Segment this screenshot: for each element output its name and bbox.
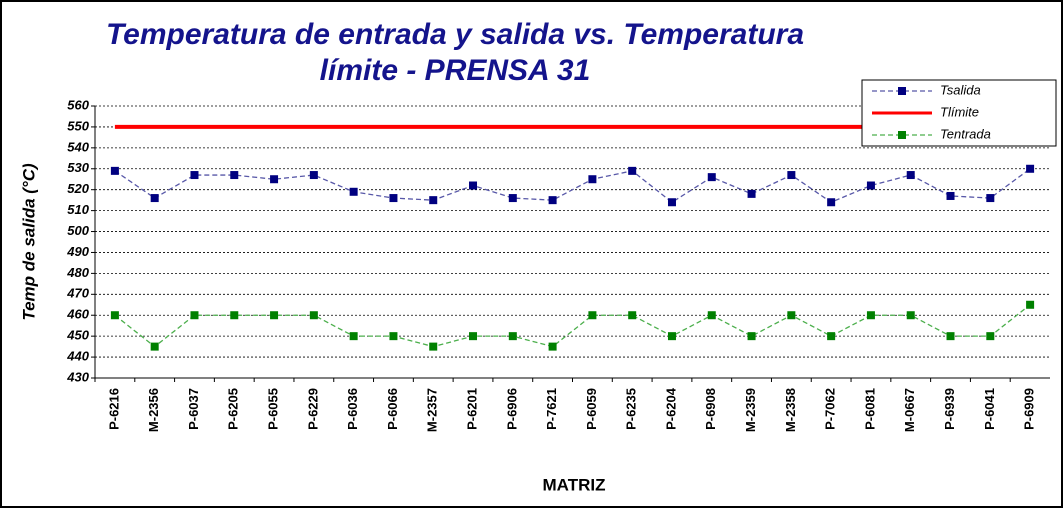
marker <box>150 194 159 203</box>
x-tick-label: P-6205 <box>226 388 241 430</box>
marker <box>986 332 995 341</box>
y-tick-label: 450 <box>66 328 89 343</box>
marker <box>150 342 159 351</box>
marker <box>230 171 239 180</box>
marker <box>628 311 637 320</box>
x-tick-label: P-6037 <box>186 388 201 430</box>
y-tick-label: 470 <box>66 286 89 301</box>
marker <box>667 332 676 341</box>
marker <box>1026 300 1035 309</box>
marker <box>986 194 995 203</box>
marker <box>667 198 676 207</box>
x-tick-label: P-6059 <box>584 388 599 430</box>
marker <box>270 311 279 320</box>
y-tick-label: 500 <box>67 223 89 238</box>
marker <box>548 342 557 351</box>
x-tick-label: P-6939 <box>942 388 957 430</box>
marker <box>548 196 557 205</box>
marker <box>787 171 796 180</box>
marker <box>707 173 716 182</box>
marker <box>866 311 875 320</box>
marker <box>429 196 438 205</box>
marker <box>628 166 637 175</box>
marker <box>508 194 517 203</box>
y-tick-label: 560 <box>67 97 89 112</box>
x-tick-label: P-7621 <box>544 388 559 430</box>
x-tick-label: P-6216 <box>106 388 121 430</box>
y-tick-label: 530 <box>67 160 89 175</box>
marker <box>946 332 955 341</box>
marker <box>588 311 597 320</box>
marker <box>866 181 875 190</box>
y-tick-label: 480 <box>66 265 89 280</box>
y-tick-label: 550 <box>67 118 89 133</box>
marker <box>747 189 756 198</box>
x-tick-label: P-6066 <box>385 388 400 430</box>
x-tick-label: M-0667 <box>902 388 917 432</box>
y-tick-label: 520 <box>67 181 89 196</box>
y-tick-label: 510 <box>67 202 89 217</box>
y-tick-label: 460 <box>66 307 89 322</box>
marker <box>190 171 199 180</box>
marker <box>270 175 279 184</box>
marker <box>906 311 915 320</box>
marker <box>389 332 398 341</box>
legend-label: Tsalida <box>940 82 981 97</box>
marker <box>230 311 239 320</box>
series-line <box>114 168 1031 204</box>
x-tick-label: P-6235 <box>624 388 639 430</box>
x-tick-label: M-2358 <box>783 388 798 432</box>
marker <box>309 311 318 320</box>
y-axis-label: Temp de salida (°C) <box>19 163 38 321</box>
marker <box>190 311 199 320</box>
marker <box>110 166 119 175</box>
legend-marker <box>898 131 906 139</box>
marker <box>747 332 756 341</box>
x-tick-label: M-2357 <box>425 388 440 432</box>
x-tick-label: P-6036 <box>345 388 360 430</box>
x-tick-label: P-6204 <box>663 387 678 430</box>
series-line <box>114 304 1031 348</box>
x-tick-label: P-6201 <box>464 388 479 430</box>
marker <box>1026 164 1035 173</box>
x-tick-label: P-6055 <box>266 388 281 430</box>
legend-label: Tentrada <box>940 126 991 141</box>
x-tick-label: P-6906 <box>504 388 519 430</box>
marker <box>707 311 716 320</box>
chart-title: Temperatura de entrada y salida vs. Temp… <box>106 18 804 51</box>
marker <box>389 194 398 203</box>
x-tick-label: P-7062 <box>823 388 838 430</box>
y-tick-label: 540 <box>67 139 89 154</box>
legend-marker <box>898 87 906 95</box>
x-tick-label: P-6081 <box>862 388 877 430</box>
marker <box>469 181 478 190</box>
marker <box>429 342 438 351</box>
x-tick-label: P-6908 <box>703 388 718 430</box>
marker <box>588 175 597 184</box>
x-axis-label: MATRIZ <box>543 475 606 494</box>
marker <box>349 187 358 196</box>
x-tick-label: P-6229 <box>305 388 320 430</box>
marker <box>906 171 915 180</box>
x-tick-label: M-2359 <box>743 388 758 432</box>
marker <box>827 332 836 341</box>
marker <box>827 198 836 207</box>
marker <box>349 332 358 341</box>
y-tick-label: 490 <box>66 244 89 259</box>
marker <box>946 191 955 200</box>
legend-label: Tlímite <box>940 104 979 119</box>
y-tick-label: 430 <box>66 369 89 384</box>
marker <box>787 311 796 320</box>
marker <box>309 171 318 180</box>
marker <box>469 332 478 341</box>
chart-title: límite - PRENSA 31 <box>320 54 591 87</box>
x-tick-label: M-2356 <box>146 388 161 432</box>
x-tick-label: P-6041 <box>982 388 997 430</box>
y-tick-label: 440 <box>66 349 89 364</box>
x-tick-label: P-6909 <box>1022 388 1037 430</box>
marker <box>110 311 119 320</box>
marker <box>508 332 517 341</box>
